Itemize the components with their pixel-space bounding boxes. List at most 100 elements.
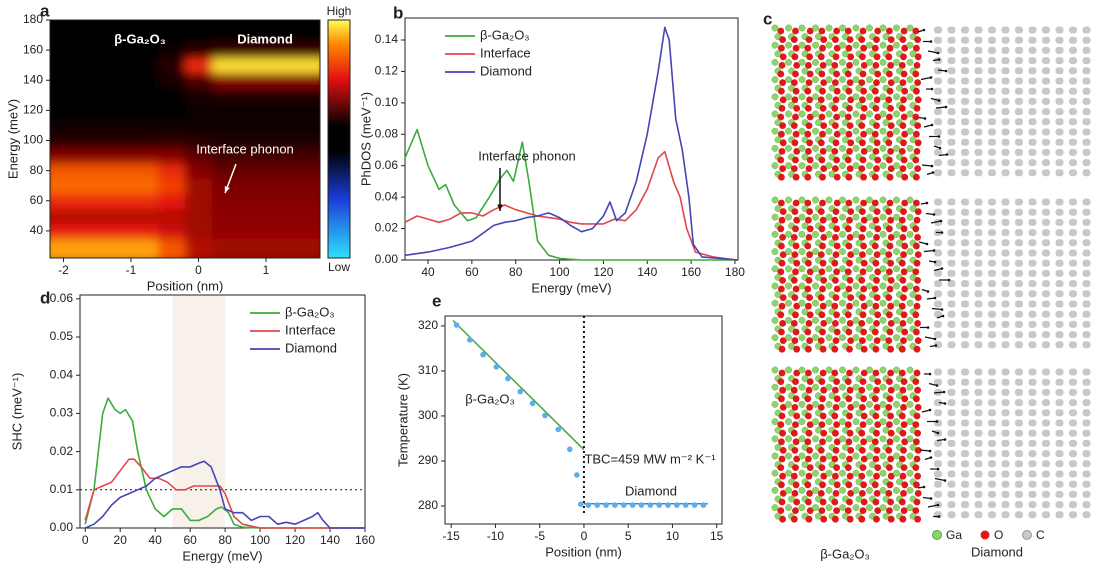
ga-atom bbox=[798, 144, 806, 152]
o-atom bbox=[805, 472, 813, 480]
c-atom bbox=[1028, 159, 1037, 167]
o-atom bbox=[819, 302, 827, 310]
o-atom bbox=[913, 328, 920, 336]
o-atom bbox=[832, 79, 839, 86]
o-atom bbox=[833, 481, 841, 489]
c-atom bbox=[1055, 87, 1064, 95]
heatmap-cell bbox=[131, 57, 159, 74]
ga-atom bbox=[812, 366, 819, 374]
ga-atom bbox=[879, 282, 887, 290]
c-atom bbox=[1042, 148, 1050, 156]
o-atom bbox=[805, 62, 812, 69]
ga-atom bbox=[906, 452, 914, 460]
x-tick-label: -5 bbox=[534, 529, 545, 543]
ga-atom bbox=[815, 426, 822, 434]
ga-atom bbox=[906, 213, 914, 221]
c-atom bbox=[1001, 388, 1010, 396]
heatmap-cell bbox=[212, 57, 240, 74]
c-atom bbox=[1042, 511, 1050, 519]
c-atom bbox=[1082, 331, 1091, 339]
o-atom bbox=[886, 507, 893, 514]
c-atom bbox=[974, 249, 983, 257]
ga-atom bbox=[893, 144, 900, 152]
c-atom bbox=[1082, 460, 1091, 468]
o-atom bbox=[778, 87, 785, 95]
o-atom bbox=[790, 36, 798, 43]
ga-atom bbox=[812, 383, 819, 391]
o-atom bbox=[820, 429, 828, 437]
ga-atom bbox=[785, 93, 792, 101]
x-tick-label: 100 bbox=[250, 533, 270, 547]
heatmap-cell bbox=[185, 72, 213, 89]
c-atom bbox=[1082, 87, 1091, 95]
x-axis-label: Position (nm) bbox=[545, 544, 622, 559]
o-atom bbox=[818, 507, 826, 514]
c-atom bbox=[974, 480, 983, 488]
heatmap-cell bbox=[77, 102, 105, 119]
heatmap-cell bbox=[293, 102, 320, 119]
ga-atom bbox=[785, 418, 792, 426]
y-tick-label: 0.12 bbox=[375, 64, 399, 78]
o-atom bbox=[914, 515, 921, 523]
c-atom bbox=[1028, 490, 1037, 498]
c-atom bbox=[974, 128, 983, 136]
o-atom bbox=[871, 395, 879, 403]
heatmap-cell bbox=[131, 208, 159, 224]
displacement-arrow bbox=[928, 382, 938, 387]
ga-atom bbox=[812, 213, 819, 221]
heatmap-cell bbox=[131, 87, 159, 104]
o-atom bbox=[873, 251, 881, 258]
ga-atom bbox=[771, 316, 779, 324]
c-atom bbox=[947, 259, 956, 267]
c-atom bbox=[1055, 239, 1064, 247]
o-atom bbox=[847, 208, 855, 216]
c-atom bbox=[934, 450, 942, 458]
c-atom bbox=[1042, 460, 1050, 468]
y-tick-label: 140 bbox=[23, 72, 43, 86]
ga-atom bbox=[771, 334, 779, 342]
c-atom bbox=[934, 198, 942, 206]
c-atom bbox=[1028, 290, 1037, 298]
o-atom bbox=[779, 36, 786, 43]
o-atom bbox=[818, 421, 826, 428]
c-atom bbox=[961, 470, 969, 478]
c-atom bbox=[1028, 198, 1037, 206]
c-atom bbox=[1055, 450, 1064, 458]
c-atom bbox=[947, 108, 956, 116]
c-atom bbox=[1082, 218, 1091, 226]
c-atom bbox=[988, 208, 996, 216]
c-atom bbox=[1069, 378, 1077, 386]
c-atom bbox=[1042, 280, 1050, 288]
o-atom bbox=[901, 44, 909, 52]
c-atom bbox=[1042, 229, 1050, 237]
heatmap-cell bbox=[50, 223, 78, 239]
c-atom bbox=[1042, 480, 1050, 488]
heatmap-cell bbox=[104, 42, 132, 59]
ga-atom bbox=[825, 196, 833, 204]
o-atom bbox=[913, 87, 920, 95]
o-atom bbox=[777, 378, 785, 385]
ga-atom bbox=[825, 418, 833, 426]
ga-atom bbox=[879, 93, 887, 101]
ga-atom bbox=[825, 299, 833, 307]
c-atom bbox=[974, 409, 983, 417]
c-atom bbox=[934, 26, 942, 34]
o-atom bbox=[860, 173, 867, 181]
o-atom bbox=[874, 113, 882, 121]
o-atom bbox=[819, 87, 826, 95]
o-atom bbox=[832, 122, 839, 129]
displacement-tip bbox=[937, 99, 941, 102]
o-atom bbox=[777, 70, 785, 78]
heatmap-cell bbox=[212, 148, 240, 164]
o-atom bbox=[873, 234, 880, 241]
o-atom bbox=[805, 429, 813, 437]
c-atom bbox=[974, 67, 983, 75]
c-atom bbox=[974, 239, 983, 247]
o-atom bbox=[792, 199, 800, 207]
ga-atom bbox=[866, 196, 873, 204]
heatmap-cell bbox=[158, 208, 186, 224]
o-atom bbox=[844, 225, 852, 233]
o-atom bbox=[845, 328, 853, 336]
c-atom bbox=[934, 460, 942, 468]
o-atom bbox=[833, 268, 840, 276]
